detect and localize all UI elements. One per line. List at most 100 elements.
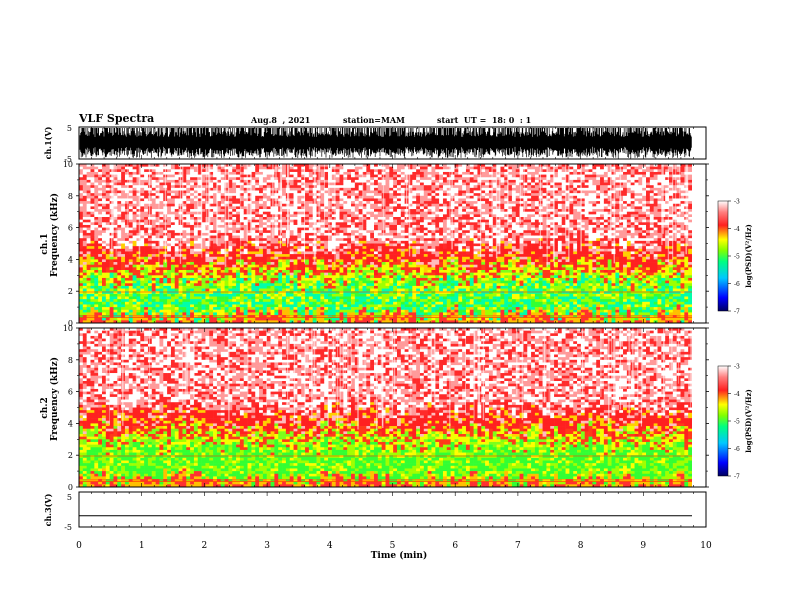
spectrogram-cell (128, 203, 133, 207)
spectrogram-cell (297, 185, 302, 189)
spectrogram-cell (243, 235, 248, 239)
spectrogram-cell (328, 232, 333, 236)
spectrogram-cell (182, 211, 187, 215)
spectrogram-cell (320, 203, 325, 207)
spectrogram-cell (186, 164, 191, 167)
spectrogram-cell (86, 240, 91, 244)
spectrogram-cell (155, 198, 160, 202)
spectrogram-cell (224, 235, 229, 239)
spectrogram-cell (389, 219, 394, 223)
spectrogram-cell (144, 174, 149, 178)
spectrogram-cell (366, 171, 371, 175)
spectrogram-cell (389, 182, 394, 186)
spectrogram-cell (308, 240, 314, 244)
spectrogram-cell (101, 312, 107, 316)
spectrogram-cell (117, 219, 122, 223)
spectrogram-cell (174, 232, 179, 236)
spectrogram-cell (128, 224, 133, 228)
spectrogram-cell (247, 317, 252, 321)
spectrogram-cell (324, 320, 329, 324)
spectrogram-cell (255, 235, 260, 239)
spectrogram-cell (117, 203, 122, 207)
spectrogram-cell (94, 179, 99, 183)
spectrogram-cell (205, 243, 210, 247)
spectrogram-cell (328, 312, 333, 316)
spectrogram-cell (251, 296, 256, 300)
spectrogram-cell (155, 243, 160, 247)
spectrogram-cell (205, 171, 210, 175)
spectrogram-cell (389, 230, 394, 234)
spectrogram-cell (79, 240, 84, 244)
spectrogram-cell (331, 187, 336, 191)
spectrogram-cell (151, 254, 156, 258)
spectrogram-cell (205, 179, 210, 183)
spectrogram-cell (136, 267, 141, 271)
spectrogram-cell (351, 171, 356, 175)
spectrogram-cell (167, 214, 172, 218)
spectrogram-cell (186, 211, 191, 215)
spectrogram-cell (247, 315, 252, 318)
spectrogram-cell (79, 320, 84, 324)
spectrogram-cell (170, 224, 176, 228)
spectrogram-cell (370, 301, 375, 305)
spectrogram-cell (101, 232, 107, 236)
spectrogram-cell (308, 283, 314, 287)
spectrogram-cell (124, 283, 130, 287)
spectrogram-cell (224, 219, 229, 223)
spectrogram-cell (190, 166, 195, 170)
spectrogram-cell (98, 219, 103, 223)
spectrogram-cell (362, 272, 367, 276)
spectrogram-cell (262, 214, 268, 218)
spectrogram-cell (393, 166, 398, 170)
spectrogram-cell (262, 267, 268, 271)
spectrogram-cell (339, 206, 344, 210)
spectrogram-cell (236, 211, 241, 215)
spectrogram-cell (105, 177, 110, 181)
spectrogram-cell (90, 230, 95, 234)
spectrogram-cell (354, 270, 359, 273)
spectrogram-cell (339, 230, 344, 234)
spectrogram-cell (308, 270, 314, 273)
spectrogram-cell (259, 307, 264, 311)
spectrogram-cell (79, 307, 84, 311)
spectrogram-cell (366, 198, 371, 202)
spectrogram-cell (144, 309, 149, 313)
spectrogram-cell (381, 312, 386, 316)
spectrogram-cell (251, 259, 256, 263)
spectrogram-cell (362, 285, 367, 289)
spectrogram-cell (136, 312, 141, 316)
spectrogram-cell (121, 267, 126, 271)
spectrogram-cell (236, 262, 241, 265)
spectrogram-cell (262, 296, 268, 300)
spectrogram-cell (220, 224, 225, 228)
spectrogram-cell (205, 299, 210, 303)
spectrogram-cell (101, 203, 107, 207)
spectrogram-cell (209, 227, 214, 231)
spectrogram-cell (197, 179, 202, 183)
spectrogram-cell (335, 254, 340, 258)
spectrogram-cell (109, 262, 114, 265)
spectrogram-cell (297, 169, 302, 173)
spectrogram-cell (305, 270, 310, 273)
spectrogram-cell (228, 190, 233, 194)
spectrogram-cell (155, 219, 160, 223)
spectrogram-cell (147, 277, 153, 281)
spectrogram-cell (247, 166, 252, 170)
spectrogram-cell (305, 262, 310, 265)
spectrogram-cell (94, 259, 99, 263)
spectrogram-cell (358, 307, 363, 311)
spectrogram-cell (328, 288, 333, 292)
spectrogram-cell (228, 187, 233, 191)
spectrogram-cell (316, 275, 321, 279)
spectrogram-cell (339, 177, 344, 181)
spectrogram-cell (140, 264, 145, 268)
spectrogram-cell (354, 315, 359, 318)
spectrogram-cell (113, 246, 118, 250)
spectrogram-cell (94, 169, 99, 173)
spectrogram-cell (335, 222, 340, 226)
spectrogram-cell (343, 201, 348, 205)
spectrogram-cell (266, 304, 271, 308)
spectrogram-cell (362, 203, 367, 207)
spectrogram-cell (113, 259, 118, 263)
spectrogram-cell (140, 309, 145, 313)
